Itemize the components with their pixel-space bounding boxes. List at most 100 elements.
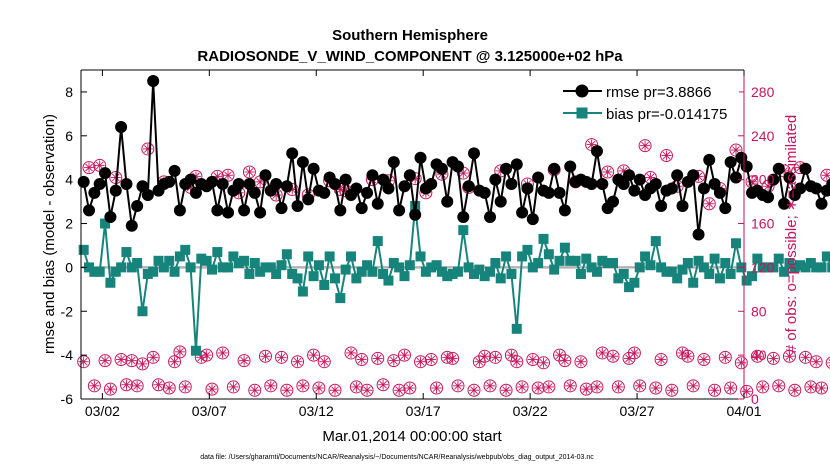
obs-assimilated-point	[78, 356, 89, 367]
rmse-point	[387, 156, 400, 169]
rmse-point	[810, 182, 823, 195]
obs-assimilated-point	[394, 385, 405, 396]
bias-point	[677, 264, 688, 275]
obs-possible-point	[355, 353, 369, 367]
bias-point	[527, 262, 538, 273]
rmse-point	[585, 178, 598, 191]
bias-point	[468, 268, 479, 279]
obs-possible-point	[665, 383, 679, 397]
bias-point	[271, 268, 282, 279]
bias-point	[297, 286, 308, 297]
rmse-point	[510, 158, 523, 171]
obs-possible-point	[387, 354, 401, 368]
rmse-point	[697, 182, 710, 195]
bias-point	[779, 266, 790, 277]
obs-assimilated-point	[126, 355, 137, 366]
bias-point	[463, 262, 474, 273]
obs-possible-point	[317, 355, 331, 369]
x-tick-label: 04/01	[726, 403, 761, 419]
y-right-tick-label: 40	[751, 347, 767, 363]
bias-point	[431, 260, 442, 271]
rmse-point	[211, 204, 224, 217]
obs-assimilated-point	[725, 383, 736, 394]
bias-point	[148, 266, 159, 277]
rmse-point	[318, 186, 331, 199]
obs-possible-point	[360, 383, 374, 397]
bias-point	[265, 262, 276, 273]
obs-assimilated-point	[720, 352, 731, 363]
obs-possible-point	[788, 383, 802, 397]
obs-possible-point	[119, 378, 133, 392]
obs-possible-point	[451, 379, 465, 393]
obs-assimilated-point	[313, 383, 324, 394]
bias-point	[132, 258, 143, 269]
rmse-point	[307, 162, 320, 175]
obs-assimilated-point	[677, 347, 688, 358]
bias-point	[730, 238, 741, 249]
rmse-point	[414, 151, 427, 164]
bias-point	[404, 260, 415, 271]
rmse-point	[339, 173, 352, 186]
obs-possible-point	[258, 349, 272, 363]
obs-possible-point	[681, 349, 695, 363]
bias-point	[324, 251, 335, 262]
legend-bias-label: bias pr=-0.014175	[606, 106, 727, 123]
obs-assimilated-point	[773, 380, 784, 391]
obs-assimilated-point	[265, 380, 276, 391]
obs-possible-point	[424, 353, 438, 367]
obs-possible-point	[168, 355, 182, 369]
obs-possible-point	[579, 382, 593, 396]
bias-point	[89, 266, 100, 277]
x-tick-label: 03/07	[192, 403, 227, 419]
rmse-point	[168, 164, 181, 177]
bias-point	[394, 262, 405, 273]
obs-possible-point	[633, 379, 647, 393]
obs-possible-point	[280, 383, 294, 397]
bias-point	[346, 251, 357, 262]
rmse-point	[425, 178, 438, 191]
bias-point	[420, 266, 431, 277]
bias-point	[538, 233, 549, 244]
obs-possible-point	[82, 161, 96, 175]
obs-possible-point	[558, 354, 572, 368]
bias-point	[720, 258, 731, 269]
bias-point	[388, 258, 399, 269]
bias-point	[672, 273, 683, 284]
bias-point	[698, 262, 709, 273]
rmse-point	[478, 186, 491, 199]
rmse-point	[77, 175, 90, 188]
obs-assimilated-point	[169, 356, 180, 367]
bias-point	[223, 262, 234, 273]
bias-point	[666, 266, 677, 277]
obs-assimilated-point	[297, 380, 308, 391]
rmse-point	[441, 195, 454, 208]
bias-point	[634, 262, 645, 273]
bias-point	[789, 262, 800, 273]
obs-possible-point	[708, 383, 722, 397]
bias-point	[126, 262, 137, 273]
obs-possible-point	[178, 380, 192, 394]
bias-point	[581, 253, 592, 264]
obs-assimilated-point	[805, 381, 816, 392]
obs-possible-point	[606, 349, 620, 363]
bias-point	[442, 271, 453, 282]
bias-point	[763, 262, 774, 273]
bias-point	[185, 262, 196, 273]
obs-assimilated-point	[276, 352, 287, 363]
bias-point	[335, 293, 346, 304]
rmse-point	[607, 195, 620, 208]
rmse-point	[826, 178, 830, 190]
obs-possible-point	[766, 351, 780, 365]
bias-point	[795, 260, 806, 271]
obs-assimilated-point	[206, 384, 217, 395]
obs-possible-point	[275, 350, 289, 364]
bias-point	[495, 273, 506, 284]
obs-assimilated-point	[388, 355, 399, 366]
rmse-point	[366, 169, 379, 182]
bias-point	[773, 253, 784, 264]
rmse-point	[115, 121, 128, 134]
obs-assimilated-point	[346, 347, 357, 358]
rmse-point	[505, 178, 518, 191]
bias-point	[303, 251, 314, 262]
obs-possible-point	[815, 381, 829, 395]
